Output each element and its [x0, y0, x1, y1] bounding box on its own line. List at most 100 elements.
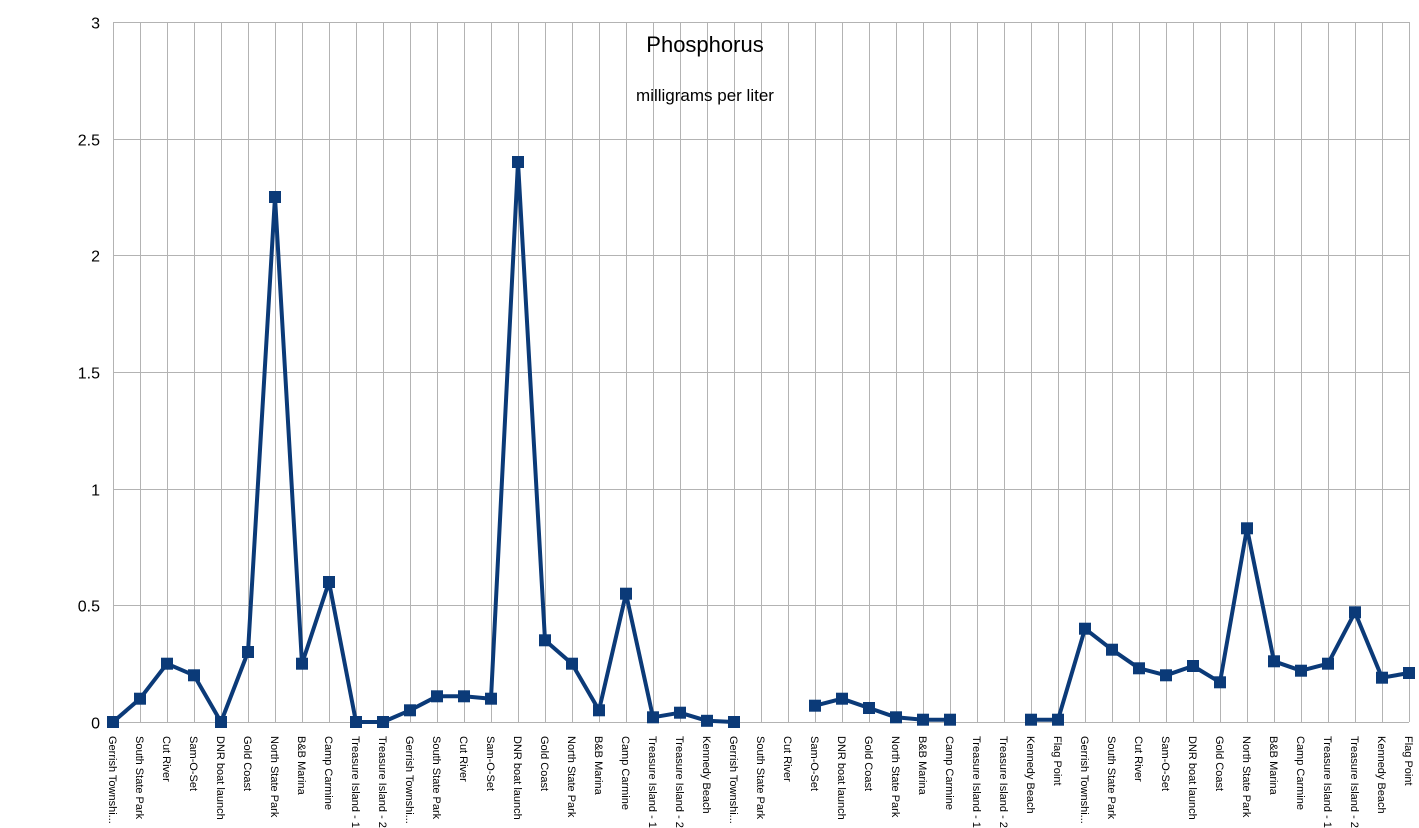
data-point-marker — [890, 711, 902, 724]
x-tick-label: Sam-O-Set — [484, 736, 496, 791]
data-point-marker — [809, 699, 821, 712]
data-point-marker — [593, 704, 605, 717]
data-point-marker — [728, 716, 740, 728]
x-tick-label: North State Park — [268, 736, 280, 818]
x-tick-label: Sam-O-Set — [1159, 736, 1171, 791]
data-point-marker — [1403, 667, 1415, 679]
x-tick-label: DNR boat launch — [1186, 736, 1198, 820]
data-point-marker — [350, 716, 362, 728]
x-tick-label: DNR boat launch — [835, 736, 847, 820]
y-tick-label: 0.5 — [78, 599, 100, 616]
data-point-marker — [323, 576, 335, 588]
data-point-marker — [242, 646, 254, 658]
x-tick-label: Cut River — [781, 736, 793, 782]
data-point-marker — [431, 690, 443, 703]
x-tick-label: Gerrish Townshi... — [106, 736, 118, 824]
x-tick-label: Gerrish Townshi... — [727, 736, 739, 824]
data-point-marker — [188, 669, 200, 682]
x-tick-label: Gerrish Townshi... — [403, 736, 415, 824]
x-tick-label: Kennedy Beach — [1024, 736, 1036, 814]
x-tick-label: Camp Carmine — [1294, 736, 1306, 810]
x-tick-label: Cut River — [457, 736, 469, 782]
data-point-marker — [107, 716, 119, 728]
x-tick-label: Cut River — [1132, 736, 1144, 782]
y-tick-label: 1 — [91, 483, 100, 500]
data-point-marker — [701, 714, 713, 727]
data-point-marker — [674, 706, 686, 719]
data-point-marker — [458, 690, 470, 703]
series-line-segment — [813, 696, 952, 722]
x-tick-label: Treasure Island - 2 — [376, 736, 388, 828]
data-point-marker — [647, 711, 659, 724]
x-tick-label: Camp Carmine — [322, 736, 334, 810]
x-tick-label: B&B Marina — [295, 736, 307, 796]
y-axis-ticks: 0 0.5 1 1.5 2 2.5 3 — [78, 16, 100, 733]
x-tick-label: South State Park — [1105, 736, 1117, 820]
x-tick-label: DNR boat launch — [511, 736, 523, 820]
chart-title: Phosphorus — [646, 32, 763, 57]
x-tick-label: North State Park — [565, 736, 577, 818]
x-tick-label: Gerrish Townshi... — [1078, 736, 1090, 824]
data-point-marker — [917, 713, 929, 726]
y-tick-label: 0 — [91, 716, 100, 733]
x-tick-label: Kennedy Beach — [1375, 736, 1387, 814]
y-tick-label: 2 — [91, 249, 100, 266]
x-tick-label: Treasure Island - 2 — [673, 736, 685, 828]
data-point-marker — [1079, 622, 1091, 635]
y-tick-label: 3 — [91, 16, 100, 33]
data-point-marker — [1295, 664, 1307, 677]
data-point-marker — [161, 657, 173, 670]
data-point-marker — [1241, 522, 1253, 535]
x-tick-label: Flag Point — [1402, 736, 1414, 786]
x-tick-label: Sam-O-Set — [187, 736, 199, 791]
x-tick-label: Cut River — [160, 736, 172, 782]
x-tick-label: South State Park — [754, 736, 766, 820]
data-point-marker — [620, 587, 632, 600]
x-tick-label: Gold Coast — [862, 736, 874, 791]
x-tick-label: Treasure Island - 1 — [646, 736, 658, 828]
chart-subtitle: milligrams per liter — [636, 86, 774, 105]
x-tick-label: South State Park — [430, 736, 442, 820]
data-point-marker — [1133, 662, 1145, 675]
data-point-marker — [1106, 643, 1118, 656]
data-point-marker — [1025, 713, 1037, 726]
y-tick-label: 1.5 — [78, 366, 100, 383]
x-tick-label: Gold Coast — [1213, 736, 1225, 791]
data-point-marker — [1052, 713, 1064, 726]
series-marker-layer — [107, 156, 1415, 728]
x-axis-ticks: Gerrish Townshi... South State Park Cut Ri… — [106, 736, 1414, 828]
data-point-marker — [404, 704, 416, 717]
x-tick-label: Flag Point — [1051, 736, 1063, 786]
data-point-marker — [215, 716, 227, 728]
x-tick-label: North State Park — [889, 736, 901, 818]
y-tick-label: 2.5 — [78, 133, 100, 150]
data-point-marker — [512, 156, 524, 168]
x-tick-label: Camp Carmine — [619, 736, 631, 810]
data-point-marker — [566, 657, 578, 670]
data-point-marker — [539, 634, 551, 647]
grid-layer — [113, 22, 1410, 723]
x-tick-label: Gold Coast — [538, 736, 550, 791]
x-tick-label: Sam-O-Set — [808, 736, 820, 791]
data-point-marker — [269, 191, 281, 203]
x-tick-label: Gold Coast — [241, 736, 253, 791]
data-point-marker — [377, 716, 389, 728]
data-point-marker — [296, 657, 308, 670]
data-point-marker — [134, 692, 146, 705]
data-point-marker — [1349, 606, 1361, 619]
data-point-marker — [1376, 671, 1388, 684]
data-point-marker — [1214, 676, 1226, 689]
data-point-marker — [1160, 669, 1172, 682]
x-tick-label: Treasure Island - 1 — [349, 736, 361, 828]
x-tick-label: B&B Marina — [916, 736, 928, 796]
data-point-marker — [836, 692, 848, 705]
data-point-marker — [863, 702, 875, 714]
x-tick-label: Kennedy Beach — [700, 736, 712, 814]
data-point-marker — [944, 713, 956, 726]
x-tick-label: North State Park — [1240, 736, 1252, 818]
x-tick-label: Treasure Island - 2 — [1348, 736, 1360, 828]
data-point-marker — [1322, 657, 1334, 670]
x-tick-label: Treasure Island - 1 — [1321, 736, 1333, 828]
